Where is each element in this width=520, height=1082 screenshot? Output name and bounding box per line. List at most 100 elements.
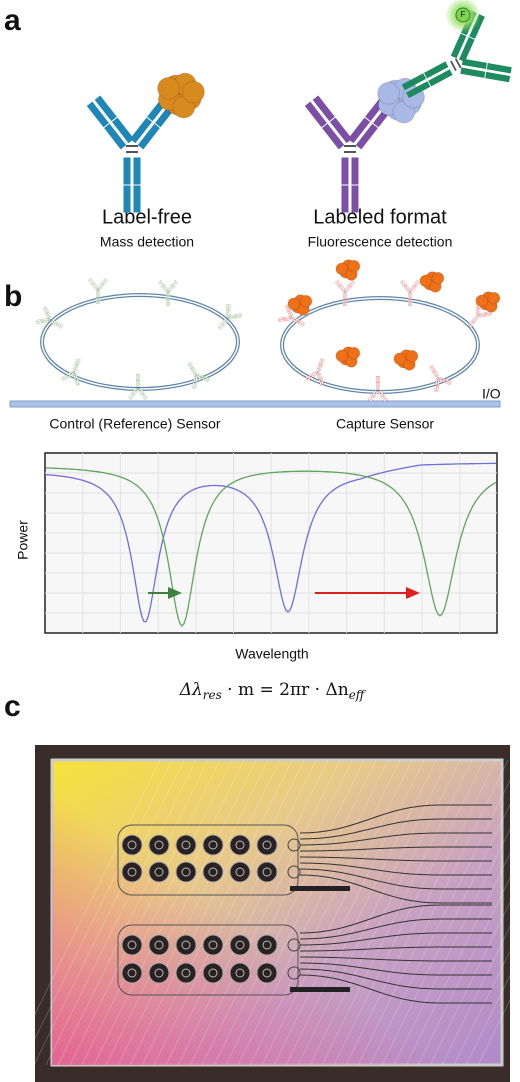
chain-segment: [378, 376, 380, 383]
microring-core: [235, 840, 245, 850]
chip-stripe: [129, 759, 281, 1066]
microring: [148, 934, 170, 956]
chain-segment: [479, 314, 486, 318]
chain-segment: [413, 280, 419, 286]
chain-segment: [278, 319, 285, 322]
panel-label: c: [4, 690, 21, 723]
bond-pad: [290, 886, 350, 891]
chain-segment: [338, 286, 344, 292]
fluorophore: [455, 7, 471, 23]
antibody-chain: [343, 293, 347, 306]
antibody-chain: [192, 376, 198, 389]
chain-segment: [133, 185, 141, 213]
chain-segment: [469, 322, 475, 328]
chain-segment: [292, 319, 299, 324]
chain-segment: [311, 373, 318, 378]
antibody: [86, 95, 178, 213]
waveguide-line: [299, 874, 492, 904]
chain-segment: [434, 370, 439, 377]
antibody-chain: [187, 362, 197, 375]
chip-stripe: [417, 856, 520, 1066]
chain-segment: [74, 358, 79, 365]
microring: [121, 934, 143, 956]
chain-segment: [297, 322, 304, 327]
microring: [256, 834, 278, 856]
microring: [148, 834, 170, 856]
chip-stripe: [477, 978, 520, 1066]
chain-segment: [169, 286, 175, 292]
chain-segment: [133, 389, 139, 396]
chain-segment: [381, 396, 387, 402]
sensor-label: Control (Reference) Sensor: [49, 416, 221, 432]
microring-core: [208, 867, 218, 877]
microring: [121, 861, 143, 883]
chip-stripe: [357, 759, 509, 1066]
chip-stripe: [117, 759, 269, 1066]
chip-stripe: [273, 759, 425, 1066]
chain-segment: [229, 316, 236, 320]
antigen: [335, 259, 361, 281]
microring-core: [181, 940, 191, 950]
spectrum: [45, 462, 496, 623]
chain-segment: [316, 364, 321, 371]
chain-segment: [101, 278, 107, 284]
chain-segment: [217, 322, 223, 329]
antibody-chain: [158, 280, 169, 292]
antibody: [217, 304, 242, 330]
antigen: [475, 291, 501, 313]
chain-segment: [278, 317, 285, 320]
chain-segment: [76, 378, 81, 385]
antigen-lobe: [475, 294, 489, 308]
chain-segment: [437, 379, 440, 386]
chain-segment: [431, 365, 436, 372]
panel-label: b: [4, 280, 22, 313]
chip-stripe: [93, 759, 245, 1066]
chain-segment: [36, 319, 43, 322]
sensor-bay: [117, 824, 299, 896]
io-label: I/O: [482, 386, 501, 402]
chip-stripe: [45, 759, 197, 1066]
antibody: [88, 278, 108, 304]
antibody-chain: [460, 58, 512, 83]
antigen-lobe: [157, 76, 180, 100]
antigen-lobe: [487, 291, 501, 305]
chip-stripe: [21, 759, 173, 1066]
antibody-chain: [409, 280, 420, 292]
chip-stripe: [57, 759, 209, 1066]
antibody-chain: [88, 278, 99, 290]
chain-segment: [72, 373, 77, 380]
chip-stripe: [177, 759, 329, 1066]
chain-segment: [43, 307, 47, 314]
waveguide-line: [299, 932, 492, 946]
antibody-chain: [316, 358, 325, 372]
chain-segment: [318, 364, 323, 372]
chain-segment: [436, 385, 439, 392]
antibody-chain: [278, 316, 291, 322]
microring-core: [181, 840, 191, 850]
antigen-lobe: [405, 349, 419, 363]
chip-stripe: [405, 832, 520, 1066]
hinge: [126, 145, 138, 153]
microring-core: [127, 867, 137, 877]
waveguide-line: [299, 946, 492, 952]
chain-segment: [410, 299, 412, 306]
chip-stripe: [165, 759, 317, 1066]
chain-segment: [129, 117, 153, 144]
chain-segment: [97, 282, 103, 289]
spectrum: [45, 467, 497, 627]
chain-segment: [190, 368, 195, 375]
chain-segment: [486, 63, 512, 74]
chain-segment: [287, 311, 292, 318]
antigen-lobe: [182, 80, 205, 104]
hinge: [48, 318, 52, 322]
chain-segment: [235, 313, 242, 317]
antibody: [429, 365, 452, 392]
chain-segment: [173, 281, 178, 287]
antibody: [368, 376, 388, 402]
hinge: [136, 387, 140, 390]
antibody: [61, 358, 81, 386]
chain-segment: [344, 284, 350, 291]
antibody: [158, 280, 178, 306]
chain-segment: [137, 389, 143, 396]
chain-segment: [346, 286, 352, 292]
